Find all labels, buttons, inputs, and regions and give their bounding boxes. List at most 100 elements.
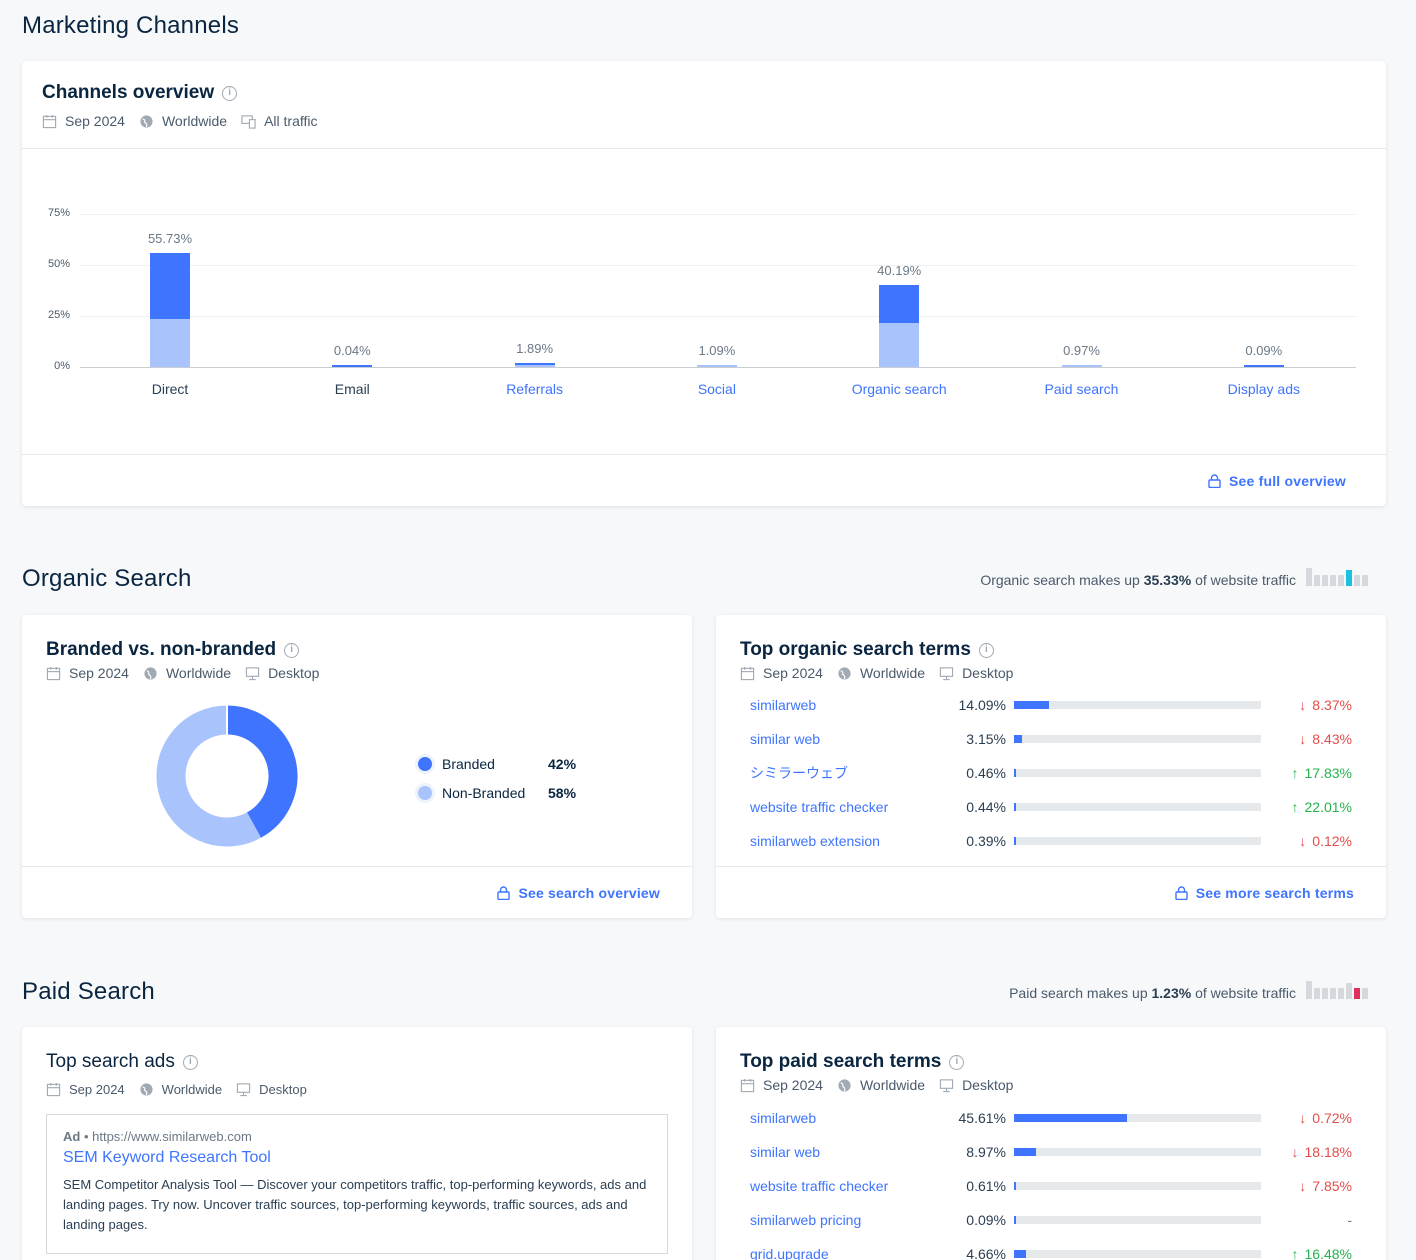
term-change-value: 0.12% xyxy=(1312,833,1352,849)
category-label[interactable]: Paid search xyxy=(1044,381,1119,397)
term-link[interactable]: website traffic checker xyxy=(750,1178,889,1194)
category-label[interactable]: Display ads xyxy=(1227,381,1300,397)
ads-meta: Sep 2024 Worldwide Desktop xyxy=(46,1082,313,1097)
term-share-fill xyxy=(1014,837,1016,845)
ad-url-line: Ad • https://www.similarweb.com xyxy=(63,1129,252,1144)
calendar-icon xyxy=(46,666,61,680)
top-paid-terms-header: Top paid search terms i xyxy=(740,1051,965,1073)
term-share: 0.09% xyxy=(966,1212,1006,1228)
term-share-fill xyxy=(1014,1148,1037,1156)
paid-section-title: Paid Search xyxy=(22,978,155,1005)
meta-region: Worldwide xyxy=(161,1082,223,1097)
info-icon[interactable]: i xyxy=(978,642,994,658)
info-icon[interactable]: i xyxy=(284,642,300,658)
term-row: similarweb extension 0.39% ↓ 0.12% xyxy=(716,824,1386,858)
term-link[interactable]: website traffic checker xyxy=(750,799,889,815)
branded-donut-chart xyxy=(156,705,298,847)
globe-icon xyxy=(144,666,157,680)
info-icon[interactable]: i xyxy=(182,1054,198,1070)
meta-date: Sep 2024 xyxy=(69,1082,125,1097)
term-change-value: 17.83% xyxy=(1304,765,1352,781)
term-change: ↑ 22.01% xyxy=(1292,799,1352,815)
branded-meta: Sep 2024 Worldwide Desktop xyxy=(46,665,325,681)
legend-item: Branded 42% xyxy=(418,749,578,778)
term-change-value: 8.43% xyxy=(1312,731,1352,747)
term-link[interactable]: シミラーウェブ xyxy=(750,765,848,781)
term-link[interactable]: similarweb extension xyxy=(750,833,880,849)
y-tick-label: 75% xyxy=(47,207,70,219)
bar-value-label: 55.73% xyxy=(147,231,193,247)
meta-date: Sep 2024 xyxy=(763,1077,823,1093)
globe-icon xyxy=(140,1083,153,1096)
gridline xyxy=(80,214,1356,215)
channels-meta: Sep 2024 Worldwide All traffic xyxy=(42,113,324,129)
top-search-ads-title: Top search ads xyxy=(46,1051,175,1072)
top-organic-terms-header: Top organic search terms i xyxy=(740,639,994,661)
term-share: 0.46% xyxy=(966,765,1006,781)
bar-segment-dark[interactable] xyxy=(150,253,190,320)
term-link[interactable]: similarweb xyxy=(750,697,817,713)
info-icon[interactable]: i xyxy=(949,1054,965,1070)
donut-slice-branded[interactable] xyxy=(226,705,298,838)
paid-summary-value: 1.23% xyxy=(1151,985,1192,1001)
ad-headline[interactable]: SEM Keyword Research Tool xyxy=(63,1149,271,1166)
meta-region: Worldwide xyxy=(161,113,228,129)
bar-segment-dark[interactable] xyxy=(514,363,555,365)
arrow-up-icon: ↑ xyxy=(1291,1246,1299,1260)
channels-bar-chart: 0% 25% 50% 75% 55.73% Direct 0.04% Email 1.89% Re… xyxy=(22,149,1386,454)
bar-segment-light[interactable] xyxy=(879,323,920,367)
see-search-overview-link[interactable]: See search overview xyxy=(497,885,660,901)
top-search-ads-header: Top search ads i xyxy=(46,1051,198,1073)
y-tick-label: 0% xyxy=(54,360,70,372)
term-link[interactable]: grid.upgrade xyxy=(750,1246,829,1260)
calendar-icon xyxy=(46,1082,61,1097)
donut-slice-non-branded[interactable] xyxy=(156,705,261,847)
see-more-search-terms-link[interactable]: See more search terms xyxy=(1175,885,1354,901)
category-label[interactable]: Social xyxy=(697,381,736,397)
meta-region: Worldwide xyxy=(859,1077,926,1093)
term-link[interactable]: similarweb pricing xyxy=(750,1212,862,1228)
organic-summary-value: 35.33% xyxy=(1143,572,1192,588)
meta-device: Desktop xyxy=(259,1082,307,1097)
term-link[interactable]: similar web xyxy=(750,731,821,747)
top-organic-meta: Sep 2024 Worldwide Desktop xyxy=(740,665,1019,681)
globe-icon xyxy=(140,114,153,128)
legend-dot xyxy=(418,756,432,771)
bar-segment-dark[interactable] xyxy=(879,285,920,324)
term-share-fill xyxy=(1014,769,1016,777)
meta-date: Sep 2024 xyxy=(65,113,125,129)
term-share: 0.61% xyxy=(966,1178,1006,1194)
organic-summary: Organic search makes up 35.33% of websit… xyxy=(980,572,1296,588)
term-change-value: 7.85% xyxy=(1312,1178,1352,1194)
see-full-overview-label: See full overview xyxy=(1228,473,1346,489)
term-link[interactable]: similar web xyxy=(750,1144,821,1160)
term-link[interactable]: similarweb xyxy=(750,1110,817,1126)
bar-segment-light[interactable] xyxy=(696,364,737,367)
legend-value: 42% xyxy=(548,755,577,772)
see-full-overview-link[interactable]: See full overview xyxy=(1208,473,1346,489)
arrow-down-icon: ↓ xyxy=(1299,731,1307,747)
gridline xyxy=(80,367,1356,368)
category-label[interactable]: Referrals xyxy=(506,381,563,397)
meta-traffic: All traffic xyxy=(264,113,318,129)
term-row: similar web 8.97% ↓ 18.18% xyxy=(716,1135,1386,1169)
bar-segment-dark[interactable] xyxy=(332,365,373,367)
term-share-fill xyxy=(1014,701,1049,709)
term-change-value: 18.18% xyxy=(1304,1144,1352,1160)
bar-segment-light[interactable] xyxy=(1061,365,1102,367)
term-row: website traffic checker 0.61% ↓ 7.85% xyxy=(716,1169,1386,1203)
term-row: grid.upgrade 4.66% ↑ 16.48% xyxy=(716,1237,1386,1260)
organic-mini-bars xyxy=(1306,568,1368,586)
top-paid-terms-card: Top paid search terms i Sep 2024 Worldwi… xyxy=(716,1027,1386,1260)
info-icon[interactable]: i xyxy=(222,85,238,101)
organic-terms-list: similarweb 14.09% ↓ 8.37% similar web 3.15% ↓ 8… xyxy=(716,688,1386,860)
term-share-fill xyxy=(1014,735,1022,743)
term-share-fill xyxy=(1014,1182,1016,1190)
category-label[interactable]: Organic search xyxy=(851,381,947,397)
bar-segment-dark[interactable] xyxy=(1243,365,1284,367)
gridline xyxy=(80,316,1356,317)
bar-segment-light[interactable] xyxy=(150,319,190,367)
term-share: 3.15% xyxy=(966,731,1006,747)
term-share-fill xyxy=(1014,1114,1127,1122)
bar-segment-light[interactable] xyxy=(514,364,555,367)
